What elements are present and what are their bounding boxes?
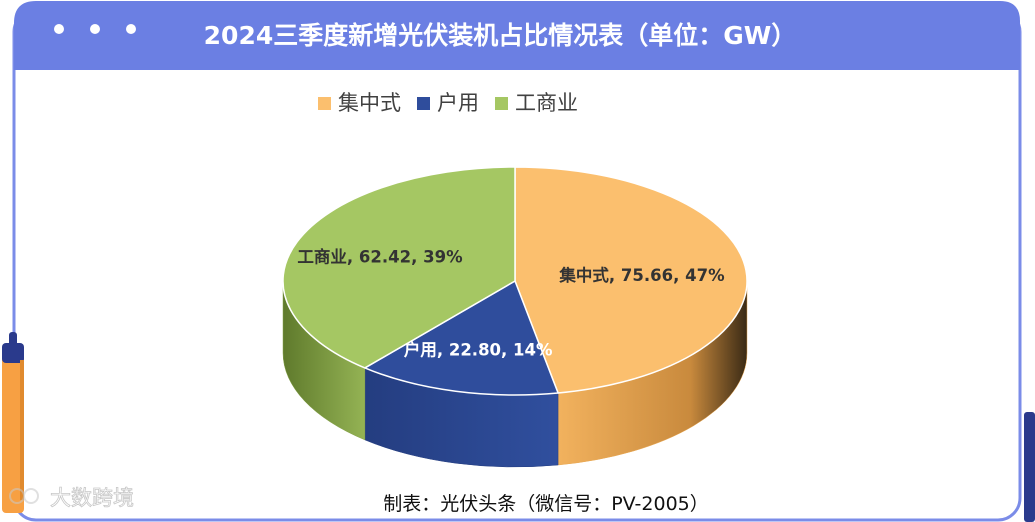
legend-item-1: 户用 (417, 91, 479, 115)
window-dot-3 (126, 24, 136, 34)
legend-swatch-0 (318, 97, 331, 110)
chart-title: 2024三季度新增光伏装机占比情况表（单位：GW） (204, 21, 797, 50)
watermark-text: 大数跨境 (50, 486, 134, 510)
legend-item-0: 集中式 (318, 91, 401, 115)
chart-legend: 集中式 户用 工商业 (318, 91, 578, 115)
data-label-0: 集中式, 75.66, 47% (558, 265, 725, 285)
legend-label-1: 户用 (437, 91, 479, 115)
window-dot-1 (54, 24, 64, 34)
pie-slice-2 (282, 166, 516, 369)
legend-swatch-2 (495, 97, 508, 110)
title-bar (14, 1, 1020, 70)
side-tab-decoration (1024, 412, 1035, 522)
legend-item-2: 工商业 (495, 91, 578, 115)
legend-label-0: 集中式 (338, 91, 401, 115)
watermark: 大数跨境 (9, 486, 134, 510)
pen-decoration (2, 332, 24, 513)
pie-slice-1 (364, 280, 559, 396)
data-label-1: 户用, 22.80, 14% (404, 339, 553, 359)
window-dot-2 (90, 24, 100, 34)
footer-credit: 制表：光伏头条（微信号：PV-2005） (383, 493, 709, 515)
pie-slice-0 (514, 166, 748, 394)
data-label-2: 工商业, 62.42, 39% (297, 247, 463, 267)
legend-swatch-1 (417, 97, 430, 110)
legend-label-2: 工商业 (515, 91, 578, 115)
pie-tops (282, 166, 748, 396)
pie-data-labels: 集中式, 75.66, 47% 户用, 22.80, 14% 工商业, 62.42,… (297, 247, 725, 360)
